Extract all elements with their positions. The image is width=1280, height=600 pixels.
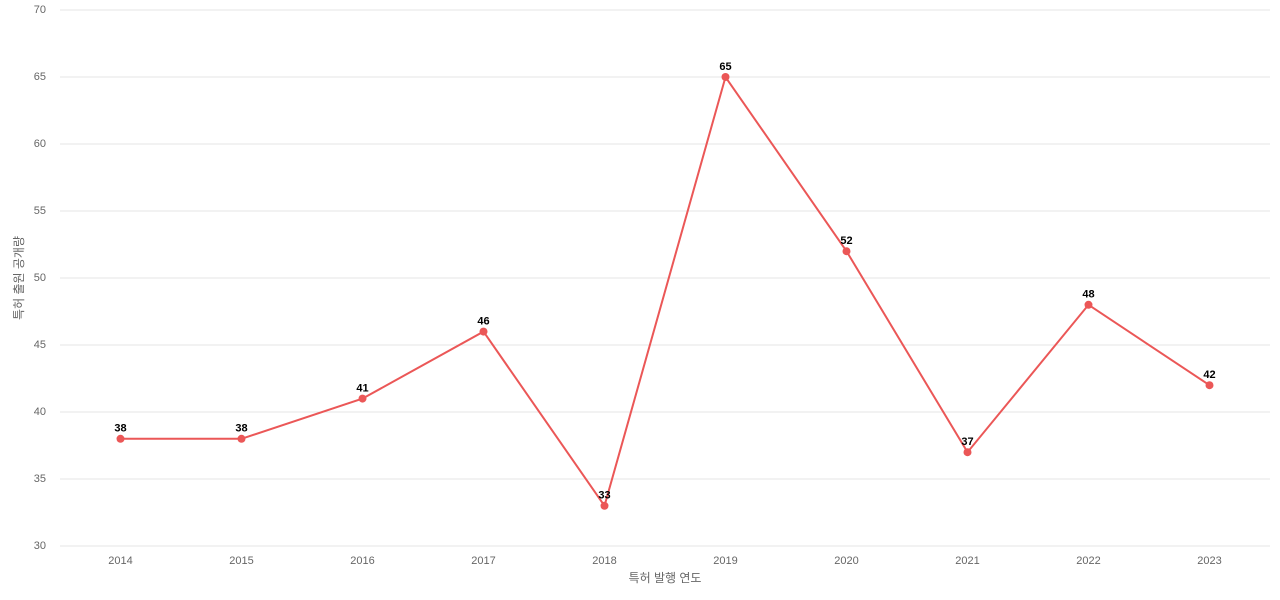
- point: [842, 247, 851, 256]
- value-label: 65: [719, 61, 731, 73]
- value-label: 42: [1203, 369, 1215, 381]
- y-tick-label: 70: [34, 4, 46, 16]
- x-tick-label: 2016: [350, 555, 374, 567]
- y-tick-label: 30: [34, 540, 46, 552]
- value-label: 41: [356, 383, 368, 395]
- y-axis-title: 특허 출원 공개량: [12, 236, 26, 320]
- x-tick-label: 2015: [229, 555, 253, 567]
- point: [116, 434, 125, 443]
- value-label: 52: [840, 235, 852, 247]
- y-tick-label: 55: [34, 205, 46, 217]
- x-tick-label: 2021: [955, 555, 979, 567]
- x-tick-label: 2014: [108, 555, 132, 567]
- point: [237, 434, 246, 443]
- x-tick-label: 2022: [1076, 555, 1100, 567]
- y-tick-label: 50: [34, 272, 46, 284]
- value-label: 38: [114, 423, 126, 435]
- x-axis-title: 특허 발행 연도: [629, 570, 702, 585]
- point: [358, 394, 367, 403]
- value-label: 38: [235, 423, 247, 435]
- y-tick-label: 65: [34, 71, 46, 83]
- value-label: 37: [961, 436, 973, 448]
- y-tick-label: 40: [34, 406, 46, 418]
- point: [479, 327, 488, 336]
- point: [1084, 300, 1093, 309]
- point: [963, 448, 972, 457]
- value-label: 33: [598, 490, 610, 502]
- x-tick-label: 2023: [1197, 555, 1221, 567]
- value-label: 46: [477, 316, 489, 328]
- point: [1205, 381, 1214, 390]
- x-tick-label: 2019: [713, 555, 737, 567]
- x-tick-label: 2020: [834, 555, 858, 567]
- point: [721, 73, 730, 81]
- value-label: 48: [1082, 289, 1094, 301]
- x-tick-label: 2018: [592, 555, 616, 567]
- y-tick-label: 35: [34, 473, 46, 485]
- line: [120, 74, 1211, 509]
- y-tick-label: 60: [34, 138, 46, 150]
- y-tick-label: 45: [34, 339, 46, 351]
- x-tick-label: 2017: [471, 555, 495, 567]
- point: [600, 501, 609, 510]
